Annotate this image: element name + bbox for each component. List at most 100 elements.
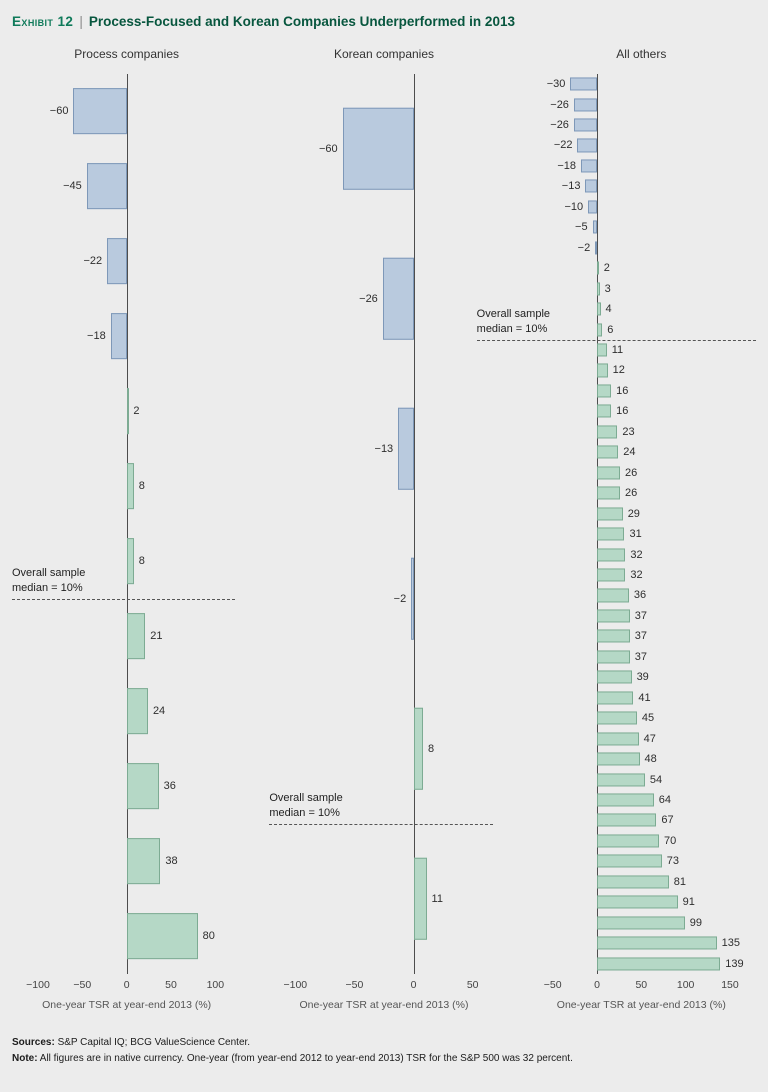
positive-bar bbox=[596, 425, 618, 439]
bar-value-label: −45 bbox=[63, 180, 82, 193]
zero-axis-line bbox=[413, 73, 415, 974]
bar-value-label: 11 bbox=[431, 892, 443, 905]
positive-bar bbox=[596, 507, 623, 521]
bar-value-label: 26 bbox=[625, 487, 638, 500]
positive-bar bbox=[596, 711, 637, 725]
negative-bar bbox=[573, 98, 597, 112]
bar-rows: −60 −26 −13 −2 8 11 bbox=[295, 74, 472, 974]
positive-bar bbox=[126, 538, 134, 585]
charts-container: Process companies −60 −45 −22 −18 2 8 8 21 24 36 3… bbox=[0, 31, 768, 1011]
zero-axis-line bbox=[126, 73, 128, 974]
bar-value-label: 38 bbox=[165, 855, 178, 868]
positive-bar bbox=[596, 834, 660, 848]
bar-row: 135 bbox=[553, 933, 740, 953]
bar-value-label: −13 bbox=[374, 442, 394, 455]
bar-row: 36 bbox=[38, 749, 215, 824]
x-tick-label: 50 bbox=[165, 978, 177, 991]
bar-value-label: 64 bbox=[658, 793, 671, 806]
positive-bar bbox=[596, 588, 629, 602]
bar-value-label: 16 bbox=[616, 405, 629, 418]
negative-bar bbox=[398, 407, 414, 491]
median-label-line: Overall sample bbox=[12, 567, 86, 580]
bar-value-label: 8 bbox=[428, 742, 435, 755]
bar-row: −60 bbox=[38, 74, 215, 149]
bar-row: 70 bbox=[553, 831, 730, 851]
bar-row: 91 bbox=[553, 892, 730, 912]
bar-value-label: 41 bbox=[638, 691, 651, 704]
negative-bar bbox=[342, 107, 414, 191]
positive-bar bbox=[596, 466, 621, 480]
bar-value-label: −30 bbox=[546, 78, 566, 91]
positive-bar bbox=[596, 343, 607, 357]
positive-bar bbox=[596, 650, 630, 664]
bar-value-label: 37 bbox=[634, 650, 648, 663]
positive-bar bbox=[126, 463, 134, 510]
sources-line: Sources: S&P Capital IQ; BCG ValueScienc… bbox=[12, 1035, 756, 1051]
bar-row: −5 bbox=[553, 217, 730, 237]
bar-value-label: 32 bbox=[630, 548, 643, 561]
negative-bar bbox=[382, 257, 414, 341]
positive-bar bbox=[596, 445, 619, 459]
negative-bar bbox=[592, 220, 597, 234]
x-tick-label: 50 bbox=[466, 978, 479, 991]
median-label-line: median = 10% bbox=[476, 322, 548, 335]
median-dashed-line bbox=[12, 598, 236, 600]
bar-row: 8 bbox=[38, 524, 215, 599]
bar-value-label: 11 bbox=[611, 343, 624, 356]
positive-bar bbox=[596, 793, 654, 807]
note-line: Note: All figures are in native currency… bbox=[12, 1051, 756, 1067]
bar-row: 8 bbox=[38, 449, 215, 524]
bar-value-label: 2 bbox=[603, 262, 610, 275]
bar-value-label: 73 bbox=[666, 855, 679, 868]
bar-value-label: 8 bbox=[138, 480, 145, 493]
bar-value-label: −22 bbox=[553, 139, 573, 152]
bar-value-label: −18 bbox=[557, 159, 577, 172]
chart-panel-all-others: All others −30 −26 −26 −22 −18 −13 −10 −5 −2 2 3 4 6… bbox=[476, 47, 756, 1011]
positive-bar bbox=[126, 688, 148, 735]
bar-value-label: 37 bbox=[634, 630, 648, 643]
bar-row: −2 bbox=[295, 524, 472, 674]
bar-value-label: 37 bbox=[634, 609, 648, 622]
x-tick-label: 0 bbox=[594, 978, 600, 991]
bar-value-label: −26 bbox=[359, 292, 378, 305]
x-axis: −100 −50 0 50 100 bbox=[12, 979, 241, 993]
bar-row: 29 bbox=[553, 503, 730, 523]
bar-value-label: 54 bbox=[649, 773, 663, 786]
bar-row: 139 bbox=[553, 953, 744, 973]
bar-value-label: 4 bbox=[605, 303, 612, 316]
median-dashed-line bbox=[476, 339, 756, 341]
x-axis-title: One-year TSR at year-end 2013 (%) bbox=[42, 998, 212, 1011]
negative-bar bbox=[573, 118, 597, 132]
exhibit-header: Exhibit 12 | Process-Focused and Korean Co… bbox=[0, 0, 768, 31]
x-tick-label: −100 bbox=[26, 978, 50, 991]
page-title: Process-Focused and Korean Companies Und… bbox=[88, 14, 515, 29]
negative-bar bbox=[588, 200, 597, 214]
bar-row: −10 bbox=[553, 197, 730, 217]
bar-row: 12 bbox=[553, 360, 730, 380]
bar-value-label: 99 bbox=[689, 916, 703, 929]
sources-label: Sources: bbox=[12, 1036, 55, 1048]
x-tick-label: −50 bbox=[543, 978, 562, 991]
positive-bar bbox=[596, 568, 626, 582]
bar-value-label: −10 bbox=[564, 200, 584, 213]
bar-row: 23 bbox=[553, 422, 730, 442]
bar-row: −18 bbox=[553, 156, 730, 176]
x-tick-label: −100 bbox=[283, 978, 308, 991]
plot-inner: −60 −45 −22 −18 2 8 8 21 24 36 38 80 bbox=[38, 73, 215, 974]
x-tick-label: 0 bbox=[123, 978, 130, 991]
bar-value-label: 48 bbox=[644, 753, 657, 766]
positive-bar bbox=[126, 838, 161, 885]
bar-row: 99 bbox=[553, 912, 730, 932]
bar-row: 26 bbox=[553, 462, 730, 482]
bar-value-label: 3 bbox=[604, 282, 611, 295]
bar-row: 4 bbox=[553, 299, 730, 319]
bar-row: 41 bbox=[553, 687, 730, 707]
median-label: Overall sample median = 10% bbox=[477, 307, 550, 340]
plot-area: −30 −26 −26 −22 −18 −13 −10 −5 −2 2 3 4 6 11 12 16 16 23 2… bbox=[476, 73, 756, 974]
bar-row: −18 bbox=[38, 299, 215, 374]
positive-bar bbox=[126, 913, 198, 960]
bar-row: 24 bbox=[553, 442, 730, 462]
x-tick-labels: −100 −50 0 50 100 bbox=[26, 978, 224, 993]
positive-bar bbox=[596, 384, 612, 398]
positive-bar bbox=[596, 629, 630, 643]
